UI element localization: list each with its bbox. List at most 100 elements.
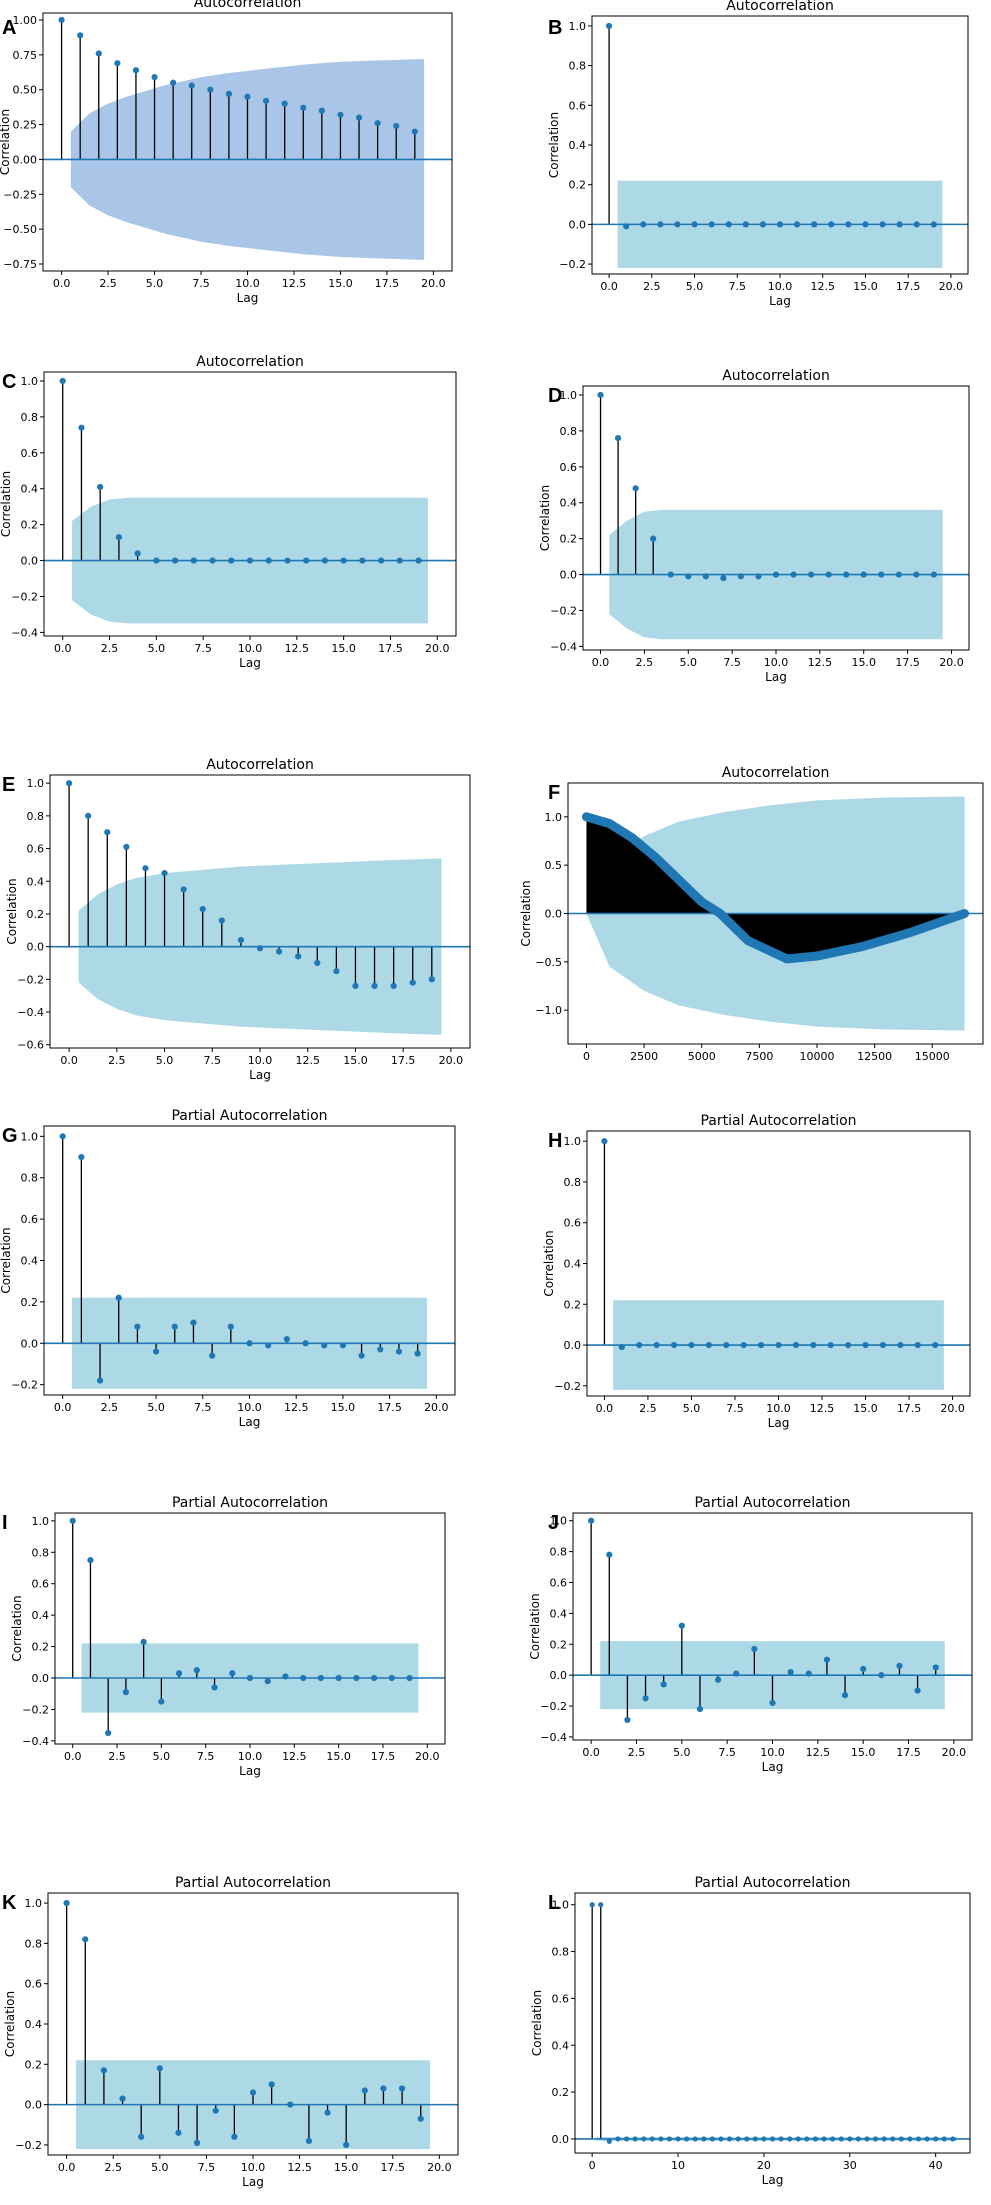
y-tick-label: 0.0 (545, 908, 563, 921)
y-axis-label: Correlation (3, 1991, 17, 2057)
point-lag-3 (650, 535, 657, 542)
point-lag-19 (932, 1664, 939, 1671)
point-lag-8 (742, 221, 749, 228)
y-tick-label: 0.8 (32, 1546, 50, 1559)
x-tick-label: 0.0 (64, 1750, 82, 1763)
y-tick-label: 1.0 (552, 1899, 570, 1912)
y-tick-label: 1.0 (564, 1135, 582, 1148)
y-tick-label: −0.2 (559, 258, 586, 271)
x-axis-label: Lag (249, 1068, 271, 1082)
x-tick-label: 12.5 (282, 277, 307, 290)
x-tick-label: 5.0 (680, 656, 698, 669)
point-lag-12 (805, 1670, 812, 1677)
y-tick-label: −0.2 (554, 1380, 581, 1393)
point-lag-6 (170, 79, 177, 86)
point-lag-12 (692, 2136, 698, 2142)
x-tick-label: 20.0 (940, 1402, 965, 1415)
chart-title: Autocorrelation (206, 757, 314, 773)
y-tick-label: −0.5 (535, 956, 562, 969)
panel-letter: D (548, 385, 562, 407)
y-tick-label: 0.6 (25, 1978, 43, 1991)
point-lag-4 (134, 1323, 141, 1330)
y-tick-label: 0.8 (550, 1546, 568, 1559)
y-tick-label: −0.50 (3, 223, 37, 236)
point-lag-18 (388, 1674, 395, 1682)
point-lag-13 (828, 221, 835, 228)
point-lag-7 (720, 575, 727, 582)
x-tick-label: 12.5 (287, 2161, 312, 2174)
y-axis-label: Correlation (519, 880, 533, 946)
y-tick-label: 0.8 (25, 1937, 43, 1950)
y-tick-label: 0.2 (560, 533, 578, 546)
point-lag-12 (811, 221, 818, 228)
point-lag-0 (59, 377, 66, 385)
point-lag-5 (678, 1622, 685, 1629)
x-tick-label: 15.0 (343, 1054, 368, 1067)
point-lag-31 (855, 2136, 861, 2142)
point-lag-0 (597, 391, 604, 399)
y-tick-label: 0.00 (13, 153, 38, 166)
x-tick-label: 2.5 (108, 1054, 126, 1067)
point-lag-5 (688, 1341, 695, 1349)
point-lag-25 (804, 2136, 810, 2142)
panel-i: 0.0 2.5 5.0 7.5 10.0 12.5 15.0 17.5 20.0 −0.4 −0.2… (2, 1495, 446, 1778)
x-tick-label: 0 (589, 2159, 596, 2172)
point-lag-4 (660, 1681, 667, 1688)
x-tick-label: 30 (843, 2159, 857, 2172)
x-tick-label: 10.0 (766, 1402, 791, 1415)
y-tick-label: 0.4 (552, 2039, 570, 2052)
point-lag-34 (881, 2136, 887, 2142)
point-lag-7 (193, 2139, 201, 2147)
x-axis-label: Lag (768, 1416, 790, 1430)
y-tick-label: −0.4 (17, 1006, 44, 1019)
y-axis-label: Correlation (0, 471, 13, 537)
point-lag-17 (370, 1674, 378, 1682)
point-lag-15 (335, 1674, 342, 1682)
x-tick-label: 0.0 (58, 2161, 76, 2174)
panel-l: 0 10 20 30 40 0.0 0.2 0.4 0.6 0.8 1.0 Partial Autoc… (530, 1875, 971, 2187)
y-tick-label: 0.0 (25, 2099, 43, 2112)
point-lag-9 (225, 90, 233, 97)
x-tick-label: 17.5 (897, 1402, 922, 1415)
x-axis-label: Lag (762, 1760, 784, 1774)
point-lag-18 (395, 1348, 403, 1355)
point-lag-13 (300, 104, 307, 111)
point-lag-7 (193, 1667, 200, 1674)
point-lag-9 (751, 1645, 758, 1652)
point-lag-16 (361, 2087, 368, 2094)
y-tick-label: 0.2 (564, 1298, 582, 1311)
point-lag-15 (339, 1342, 347, 1349)
y-tick-label: 0.6 (552, 1992, 570, 2005)
y-tick-label: 0.4 (21, 1255, 39, 1268)
point-lag-17 (377, 557, 385, 564)
point-lag-10 (776, 221, 784, 228)
point-lag-35 (890, 2136, 896, 2142)
y-tick-label: 0.8 (564, 1176, 582, 1189)
plot-area (44, 377, 456, 624)
panel-letter: H (548, 1130, 562, 1152)
point-lag-19 (932, 1341, 939, 1349)
point-lag-13 (701, 2136, 707, 2142)
point-lag-3 (115, 534, 123, 541)
y-tick-label: 1.0 (21, 1130, 39, 1143)
point-lag-17 (897, 1341, 904, 1349)
x-tick-label: 17.5 (378, 642, 403, 655)
y-tick-label: 0.2 (21, 1296, 39, 1309)
point-lag-5 (158, 1698, 165, 1705)
point-lag-12 (282, 1673, 289, 1680)
point-lag-6 (171, 1323, 178, 1330)
point-lag-5 (685, 573, 692, 580)
x-tick-label: 20.0 (939, 656, 964, 669)
point-lag-19 (930, 571, 938, 578)
point-lag-0 (65, 780, 73, 787)
point-lag-13 (300, 1674, 307, 1682)
point-lag-1 (87, 1557, 94, 1564)
point-lag-7 (190, 1319, 197, 1326)
x-tick-label: 20.0 (939, 280, 964, 293)
point-lag-18 (914, 1687, 921, 1694)
point-lag-0 (63, 1899, 70, 1907)
point-lag-2 (104, 829, 111, 836)
panel-letter: J (548, 1512, 559, 1534)
point-lag-14 (317, 1674, 325, 1682)
panel-j: 0.0 2.5 5.0 7.5 10.0 12.5 15.0 17.5 20.0 −0.4 −0.2… (528, 1495, 973, 1774)
